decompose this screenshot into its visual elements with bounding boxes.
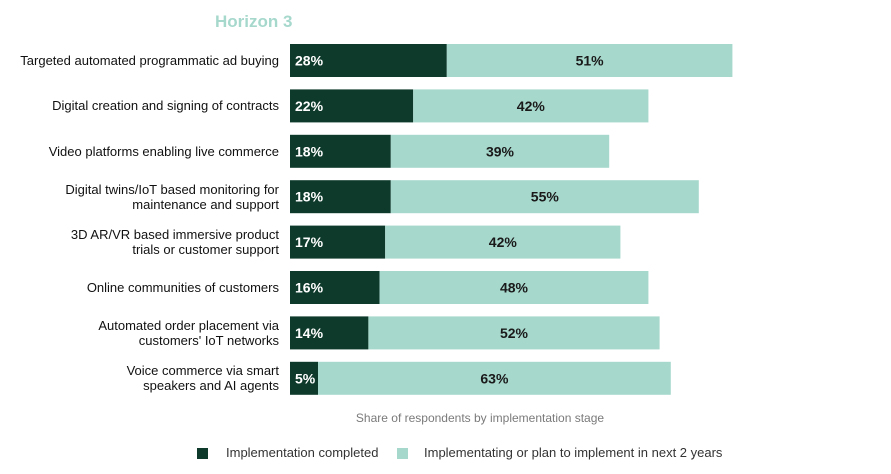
data-label-planned: 48%: [500, 280, 529, 296]
data-label-completed: 14%: [295, 325, 324, 341]
legend-swatch-planned: [397, 448, 408, 459]
data-label-planned: 51%: [576, 53, 605, 69]
data-label-planned: 63%: [480, 370, 509, 386]
legend-swatch-completed: [197, 448, 208, 459]
legend-label-planned: Implementating or plan to implement in n…: [424, 445, 722, 460]
x-axis-label: Share of respondents by implementation s…: [290, 411, 670, 425]
data-label-completed: 17%: [295, 234, 324, 250]
data-label-completed: 16%: [295, 280, 324, 296]
data-label-completed: 22%: [295, 98, 324, 114]
legend: Implementation completed Implementating …: [0, 445, 891, 463]
legend-label-completed: Implementation completed: [226, 445, 378, 460]
data-label-planned: 42%: [489, 234, 518, 250]
data-label-planned: 42%: [517, 98, 546, 114]
data-label-completed: 5%: [295, 370, 316, 386]
data-label-planned: 52%: [500, 325, 529, 341]
data-label-completed: 28%: [295, 53, 324, 69]
data-label-planned: 39%: [486, 143, 515, 159]
data-label-completed: 18%: [295, 143, 324, 159]
data-label-planned: 55%: [531, 189, 560, 205]
data-label-completed: 18%: [295, 189, 324, 205]
